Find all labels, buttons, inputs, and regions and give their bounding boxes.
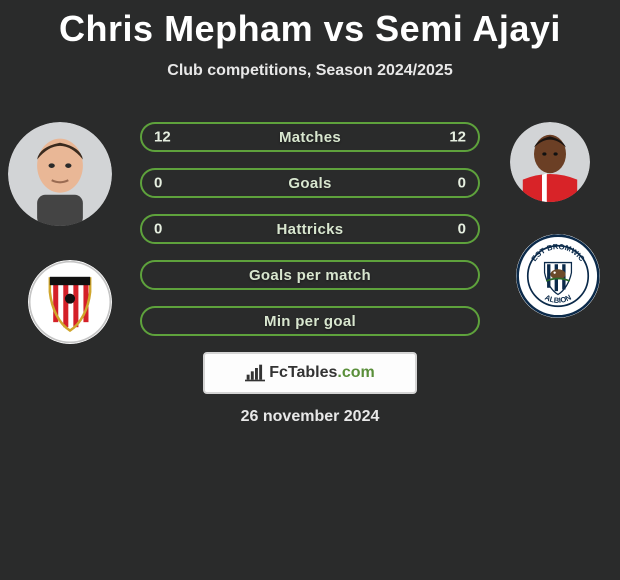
stat-left-value: 0 [154, 175, 162, 192]
date-label: 26 november 2024 [0, 408, 620, 426]
page-title: Chris Mepham vs Semi Ajayi [0, 0, 620, 50]
watermark-suffix: .com [337, 364, 374, 381]
stats-table: 12 Matches 12 0 Goals 0 0 Hattricks 0 Goals per m… [140, 122, 480, 352]
sunderland-badge-icon [28, 260, 112, 344]
stat-row: 0 Goals 0 [140, 168, 480, 198]
stat-row: Goals per match [140, 260, 480, 290]
stat-label: Goals per match [249, 267, 371, 284]
stat-row: 12 Matches 12 [140, 122, 480, 152]
stat-left-value: 0 [154, 221, 162, 238]
stat-row: Min per goal [140, 306, 480, 336]
stat-label: Goals [288, 175, 331, 192]
stat-right-value: 0 [458, 221, 466, 238]
watermark-box: FcTables.com [203, 352, 417, 394]
stat-left-value: 12 [154, 129, 171, 146]
subtitle: Club competitions, Season 2024/2025 [0, 62, 620, 80]
watermark-text: FcTables.com [269, 364, 375, 382]
player2-photo [510, 122, 590, 202]
club2-badge: EST BROMWIC ALBION [516, 234, 600, 318]
bar-chart-icon [245, 364, 265, 382]
stat-right-value: 0 [458, 175, 466, 192]
club1-badge [28, 260, 112, 344]
player1-photo [8, 122, 112, 226]
watermark-prefix: Fc [269, 364, 288, 381]
stat-label: Hattricks [277, 221, 344, 238]
title-player1: Chris Mepham [59, 8, 313, 49]
stat-right-value: 12 [449, 129, 466, 146]
west-brom-badge-icon: EST BROMWIC ALBION [516, 234, 600, 318]
stat-label: Min per goal [264, 313, 356, 330]
title-player2: Semi Ajayi [375, 8, 561, 49]
title-vs: vs [324, 8, 365, 49]
stat-label: Matches [279, 129, 341, 146]
stat-row: 0 Hattricks 0 [140, 214, 480, 244]
watermark-mid: Tables [288, 364, 338, 381]
